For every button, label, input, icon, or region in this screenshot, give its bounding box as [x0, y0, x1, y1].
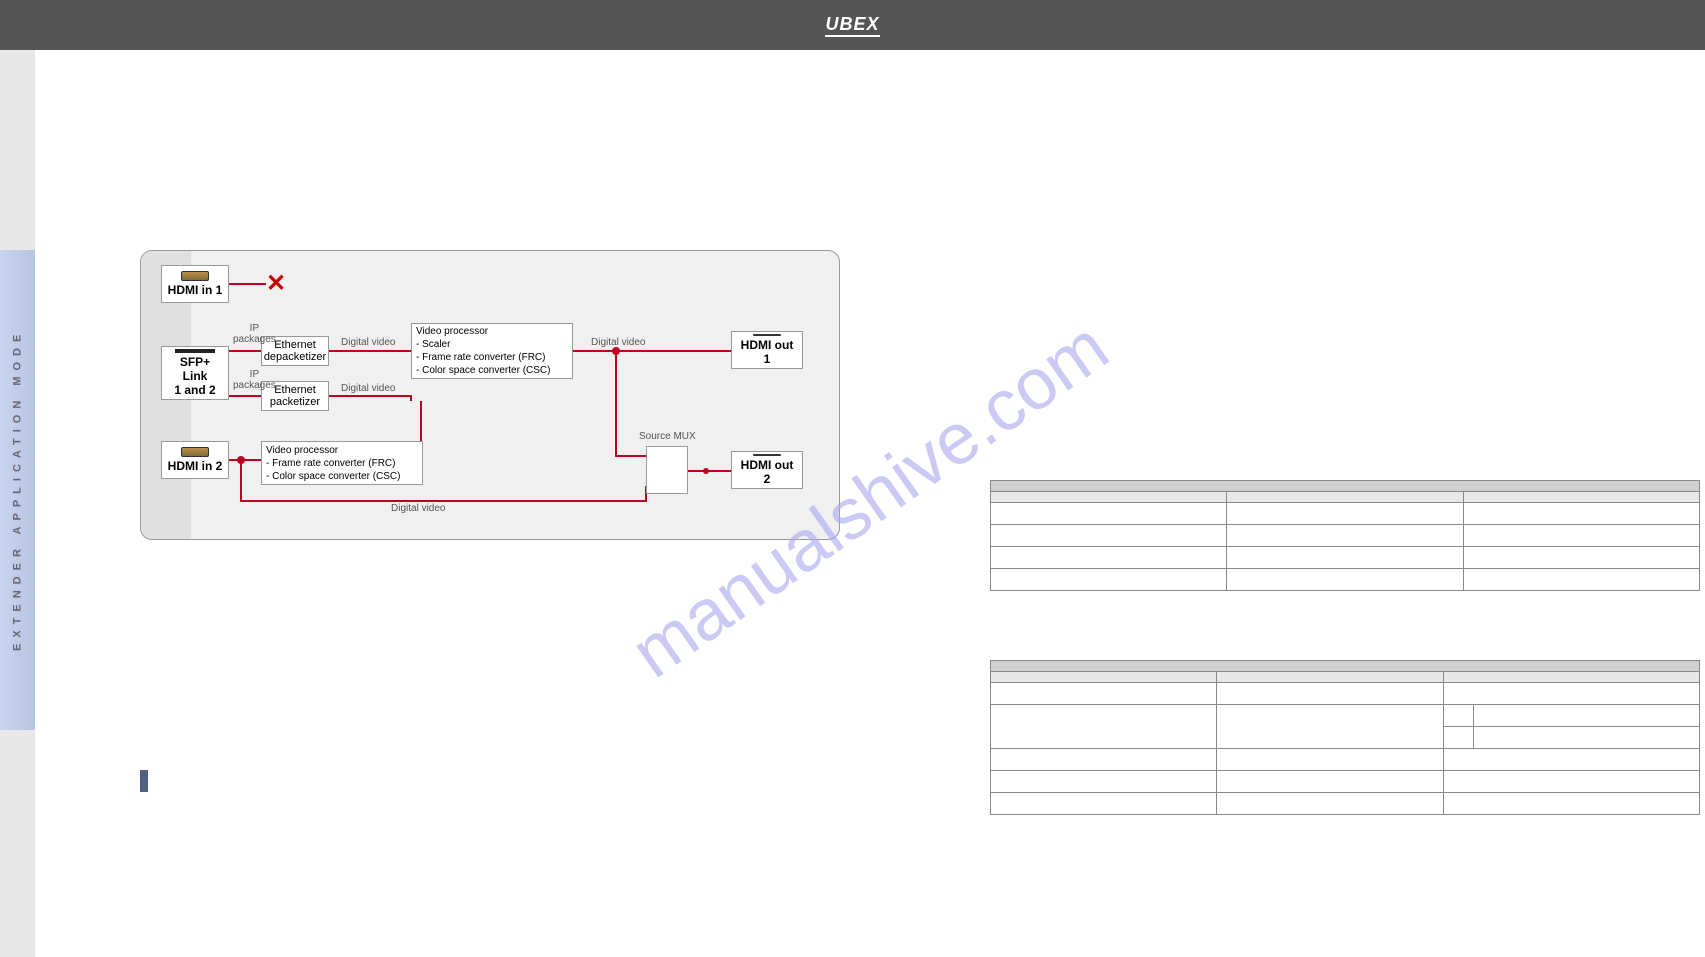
edge-label-ip1: IP packages	[233, 323, 276, 345]
vp2-title: Video processor	[266, 444, 338, 457]
t1-r2c2	[1463, 547, 1699, 569]
t1-h2	[1463, 492, 1699, 503]
t1-r2c1	[1227, 547, 1463, 569]
eth-pkt-l2: packetizer	[270, 396, 320, 408]
t2-r1c2a	[1443, 705, 1473, 727]
t2-h1	[1217, 672, 1443, 683]
ip2-b: packages	[233, 380, 276, 391]
t2-r3c0	[991, 749, 1217, 771]
node-sfp-link: SFP+ Link 1 and 2	[161, 346, 229, 400]
vp2-item-0: - Frame rate converter (FRC)	[266, 457, 395, 470]
eth-depkt-l2: depacketizer	[264, 351, 326, 363]
node-hdmi-in-1: HDMI in 1	[161, 265, 229, 303]
top-header: UBEX	[0, 0, 1705, 50]
t2-r0c0	[991, 683, 1217, 705]
side-mode-tab: EXTENDER APPLICATION MODE	[0, 250, 35, 730]
t1-r1c2	[1463, 525, 1699, 547]
t1-r0c1	[1227, 503, 1463, 525]
t1-r1c1	[1227, 525, 1463, 547]
t2-r2c2a	[1443, 727, 1473, 749]
t1-r0c2	[1463, 503, 1699, 525]
vp2-item-1: - Color space converter (CSC)	[266, 470, 400, 483]
ip1-b: packages	[233, 334, 276, 345]
table-row	[991, 503, 1700, 525]
node-hdmi-out-1: HDMI out 1	[731, 331, 803, 369]
ip1-a: IP	[233, 323, 276, 334]
eth-depkt-l1: Ethernet	[274, 339, 316, 351]
t2-r5c0	[991, 793, 1217, 815]
table-row	[991, 749, 1700, 771]
hdmi-in-1-label: HDMI in 1	[168, 283, 223, 297]
node-video-processor-2: Video processor - Frame rate converter (…	[261, 441, 423, 485]
t1-title	[991, 481, 1700, 492]
t1-h0	[991, 492, 1227, 503]
t2-r4c2	[1443, 771, 1699, 793]
t2-h2	[1443, 672, 1699, 683]
t2-r1c0	[991, 705, 1217, 749]
sfp-label-1: SFP+ Link	[166, 355, 224, 383]
spec-table-2	[990, 660, 1700, 815]
t1-r0c0	[991, 503, 1227, 525]
hdmi-connector-icon	[181, 447, 209, 457]
t2-r0c1	[1217, 683, 1443, 705]
sfp-label-2: 1 and 2	[174, 383, 215, 397]
vp1-item-0: - Scaler	[416, 338, 450, 351]
hdmi-in-2-label: HDMI in 2	[168, 459, 223, 473]
table-row	[991, 705, 1700, 727]
t2-title	[991, 661, 1700, 672]
t2-r5c1	[1217, 793, 1443, 815]
t2-r3c1	[1217, 749, 1443, 771]
table-row	[991, 569, 1700, 591]
table-row	[991, 525, 1700, 547]
t2-r1c2b	[1473, 705, 1699, 727]
diagram-wires	[141, 251, 839, 539]
table-row	[991, 771, 1700, 793]
t1-h1	[1227, 492, 1463, 503]
t2-h0	[991, 672, 1217, 683]
edge-label-mux: Source MUX	[639, 431, 696, 442]
node-hdmi-out-2: HDMI out 2	[731, 451, 803, 489]
hdmi-out-2-label: HDMI out 2	[736, 458, 798, 486]
note-marker-icon	[140, 770, 148, 792]
t1-r1c0	[991, 525, 1227, 547]
disconnect-x-icon: ✕	[266, 269, 286, 298]
t2-r5c2	[1443, 793, 1699, 815]
vp1-title: Video processor	[416, 325, 488, 338]
edge-label-dv4: Digital video	[391, 503, 445, 514]
node-hdmi-in-2: HDMI in 2	[161, 441, 229, 479]
hdmi-connector-icon	[753, 454, 781, 456]
eth-pkt-l1: Ethernet	[274, 384, 316, 396]
t2-r1c1	[1217, 705, 1443, 749]
edge-label-ip2: IP packages	[233, 369, 276, 391]
vp1-item-2: - Color space converter (CSC)	[416, 364, 550, 377]
t2-r4c1	[1217, 771, 1443, 793]
sfp-connector-icon	[175, 349, 215, 353]
edge-label-dv1: Digital video	[341, 337, 395, 348]
t1-r3c1	[1227, 569, 1463, 591]
table-row	[991, 547, 1700, 569]
node-source-mux	[646, 446, 688, 494]
edge-label-dv3: Digital video	[591, 337, 645, 348]
brand-logo: UBEX	[825, 14, 879, 37]
table-row	[991, 793, 1700, 815]
spec-table-1	[990, 480, 1700, 591]
t1-r3c2	[1463, 569, 1699, 591]
t2-r3c2	[1443, 749, 1699, 771]
t2-r0c2	[1443, 683, 1699, 705]
block-diagram: ✕ HDMI in 1 SFP+ Link 1 and 2 HDMI in 2 …	[140, 250, 840, 540]
ip2-a: IP	[233, 369, 276, 380]
hdmi-connector-icon	[753, 334, 781, 336]
t1-r3c0	[991, 569, 1227, 591]
table-row	[991, 683, 1700, 705]
vp1-item-1: - Frame rate converter (FRC)	[416, 351, 545, 364]
t2-r4c0	[991, 771, 1217, 793]
edge-label-dv2: Digital video	[341, 383, 395, 394]
node-video-processor-1: Video processor - Scaler - Frame rate co…	[411, 323, 573, 379]
t2-r2c2b	[1473, 727, 1699, 749]
hdmi-out-1-label: HDMI out 1	[736, 338, 798, 366]
page-body: manualshive.com	[35, 50, 1705, 957]
hdmi-connector-icon	[181, 271, 209, 281]
t1-r2c0	[991, 547, 1227, 569]
